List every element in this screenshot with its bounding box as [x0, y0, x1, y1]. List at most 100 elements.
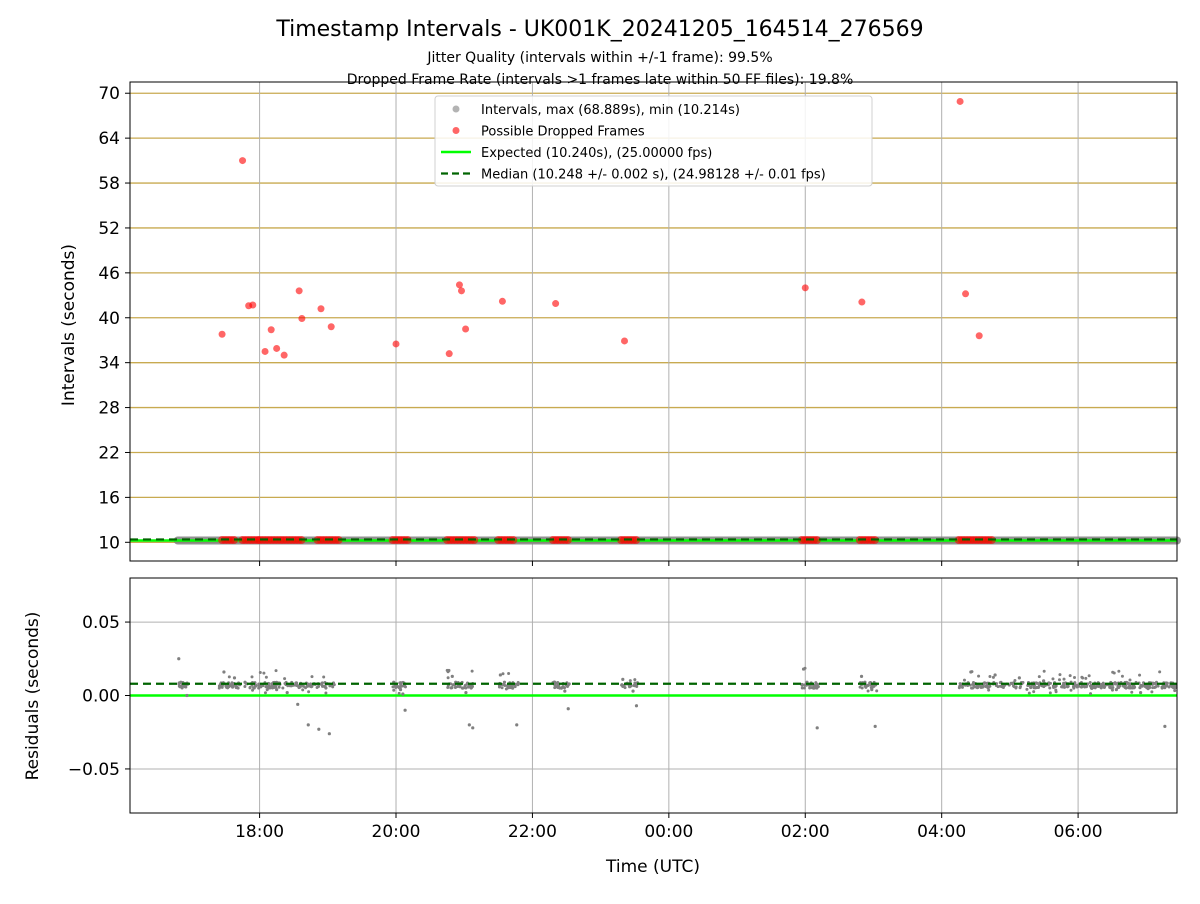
dropped-frame-point	[239, 157, 247, 165]
residual-point	[230, 681, 234, 685]
residual-point	[1165, 681, 1169, 685]
residual-point	[1080, 685, 1084, 689]
legend-label: Median (10.248 +/- 0.002 s), (24.98128 +…	[481, 168, 826, 183]
residual-point	[1167, 685, 1171, 689]
legend: Intervals, max (68.889s), min (10.214s) P…	[434, 95, 873, 187]
residual-outlier-point	[1042, 679, 1046, 683]
residual-outlier-point	[1017, 676, 1021, 680]
y-tick-label: 34	[98, 354, 120, 374]
residual-point	[264, 675, 268, 679]
residual-point	[1035, 682, 1039, 686]
residual-point	[987, 688, 991, 692]
residual-point	[1072, 676, 1076, 680]
residual-point	[392, 688, 396, 692]
residual-outlier-point	[467, 723, 471, 727]
residual-point	[319, 682, 323, 686]
residual-point	[998, 684, 1002, 688]
dropped-frame-point	[975, 332, 983, 340]
residual-point	[977, 674, 981, 678]
residual-point	[227, 675, 231, 679]
residual-point	[301, 688, 305, 692]
dropped-frame-point	[249, 301, 257, 309]
x-tick-label: 20:00	[372, 822, 421, 842]
dropped-frame-point	[295, 287, 303, 295]
residual-point	[975, 685, 979, 689]
residual-point	[503, 683, 507, 687]
residual-outlier-point	[566, 707, 570, 711]
dropped-frame-point	[455, 281, 463, 289]
residual-point	[235, 685, 239, 689]
residual-point	[996, 685, 1000, 689]
residual-outlier-point	[222, 670, 226, 674]
x-tick-label: 06:00	[1054, 822, 1103, 842]
residual-outlier-point	[502, 680, 507, 684]
residual-point	[1068, 674, 1072, 678]
dropped-frame-point	[445, 350, 453, 358]
residual-point	[1146, 687, 1150, 691]
residual-point	[1150, 690, 1154, 694]
residual-point	[315, 686, 319, 690]
residual-point	[981, 685, 985, 689]
residual-outlier-point	[873, 724, 877, 728]
residual-outlier-point	[403, 708, 407, 712]
residual-point	[1110, 688, 1114, 692]
residual-point	[875, 689, 879, 693]
residual-point	[180, 686, 184, 690]
residual-outlier-point	[621, 677, 625, 681]
x-tick-label: 22:00	[508, 822, 557, 842]
residual-point	[1111, 670, 1115, 674]
residual-point	[252, 686, 256, 690]
residual-point	[1054, 688, 1058, 692]
residual-outlier-point	[815, 726, 819, 730]
residual-point	[322, 675, 326, 679]
dropped-frame-point	[273, 344, 281, 352]
dropped-frame-point	[317, 305, 325, 313]
residual-outlier-point	[631, 689, 635, 693]
top-axes-frame	[129, 81, 1178, 562]
residual-outlier-point	[498, 673, 502, 677]
residual-point	[274, 669, 278, 673]
dropped-frame-point	[327, 323, 335, 331]
residual-point	[397, 691, 401, 695]
residual-point	[1173, 689, 1177, 693]
residual-point	[217, 686, 221, 690]
residual-point	[177, 684, 181, 688]
dropped-frame-point	[858, 298, 866, 306]
residual-point	[464, 686, 468, 690]
residual-point	[391, 685, 395, 689]
residual-point	[1138, 686, 1142, 690]
residual-point	[1011, 684, 1015, 688]
y-tick-label: 58	[98, 174, 120, 194]
x-tick-label: 18:00	[235, 822, 284, 842]
residual-point	[454, 685, 458, 689]
residual-point	[251, 688, 255, 692]
residual-point	[263, 691, 267, 695]
residual-point	[1040, 684, 1044, 688]
residual-outlier-point	[1114, 688, 1118, 692]
residual-point	[1061, 684, 1065, 688]
dropped-cluster-point	[632, 535, 641, 544]
residual-point	[958, 684, 962, 688]
residual-point	[268, 684, 272, 688]
dropped-frame-point	[552, 300, 560, 308]
residual-outlier-point	[232, 676, 237, 680]
residual-point	[463, 684, 467, 688]
top-ylabel: Intervals (seconds)	[59, 244, 79, 406]
residual-point	[1057, 678, 1061, 682]
residual-point	[1035, 685, 1039, 689]
residual-point	[399, 681, 403, 685]
residual-point	[1102, 684, 1106, 688]
residual-point	[1095, 685, 1099, 689]
residual-outlier-point	[812, 686, 816, 690]
residual-point	[306, 683, 310, 687]
bottom-axes-frame	[129, 577, 1178, 814]
residual-point	[1071, 685, 1075, 689]
residual-point	[802, 683, 806, 687]
residual-point	[507, 672, 511, 676]
residual-point	[1138, 673, 1142, 677]
residual-outlier-point	[317, 727, 321, 731]
residual-outlier-point	[559, 686, 564, 690]
y-tick-label: 52	[98, 219, 120, 239]
residual-point	[1001, 686, 1005, 690]
residual-outlier-point	[515, 723, 519, 727]
